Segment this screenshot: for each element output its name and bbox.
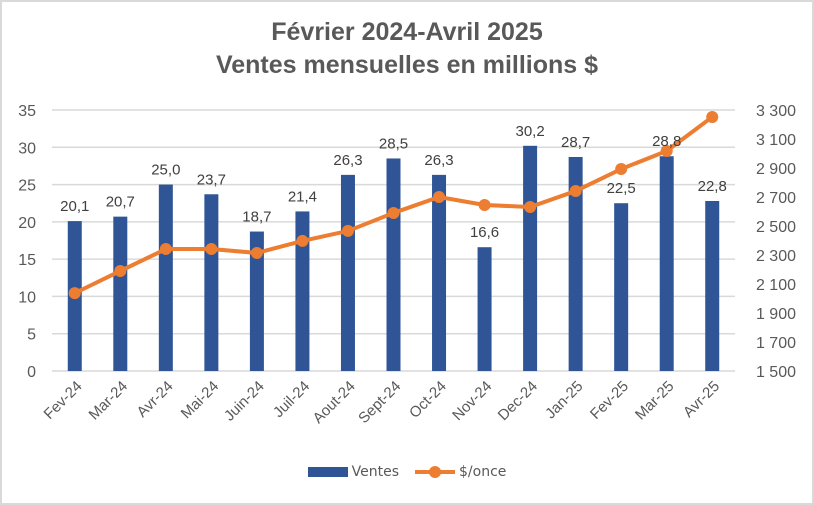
data-label-ventes: 25,0 [151,162,180,179]
y-right-tick-label: 3 300 [756,103,796,120]
marker-price [569,185,582,198]
marker-price [296,234,309,247]
legend: Ventes $/once [2,464,812,480]
x-tick-label: Dec-24 [495,378,541,424]
y-right-tick-label: 1 700 [756,335,796,352]
x-tick-label: Nov-24 [449,378,495,424]
data-label-ventes: 20,7 [106,194,135,211]
marker-price [159,243,172,256]
y-right-tick-label: 2 100 [756,277,796,294]
marker-price [660,145,673,158]
bar-ventes [249,231,264,371]
x-tick-label: Sept-24 [355,378,404,427]
data-label-ventes: 21,4 [288,188,317,205]
marker-price [387,206,400,219]
chart-title-line-1: Février 2024-Avril 2025 [271,18,543,46]
legend-label-price: $/once [459,464,507,480]
marker-price [341,224,354,237]
y-left-tick-label: 5 [27,327,36,344]
marker-price [706,110,719,123]
x-tick-label: Avr-24 [134,378,177,421]
marker-price [478,198,491,211]
y-left-tick-label: 10 [18,289,36,306]
y-right-tick-label: 2 500 [756,219,796,236]
y-left-tick-label: 25 [18,178,36,195]
marker-price [433,191,446,203]
data-label-ventes: 28,5 [379,135,408,152]
x-tick-label: Mar-25 [632,378,678,424]
data-label-ventes: 26,3 [424,152,453,169]
x-tick-label: Juin-24 [221,378,268,425]
y-right-tick-label: 2 900 [756,161,796,178]
y-right-tick-label: 1 500 [756,364,796,381]
x-tick-label: Aout-24 [310,378,359,427]
bar-ventes [386,158,401,371]
y-left-tick-label: 15 [18,252,36,269]
bar-ventes [523,145,538,371]
legend-label-ventes: Ventes [351,464,399,480]
bar-ventes [295,211,310,371]
data-label-ventes: 20,1 [60,198,89,215]
marker-price [114,264,127,277]
y-right-tick-label: 1 900 [756,306,796,323]
data-label-ventes: 16,6 [470,224,499,241]
legend-item-price[interactable]: $/once [415,464,506,480]
bar-ventes [340,174,355,371]
marker-price [250,246,263,259]
x-tick-label: Juil-24 [270,378,313,421]
data-label-ventes: 22,5 [607,180,636,197]
bar-ventes [113,216,128,371]
data-label-ventes: 30,2 [515,123,544,140]
chart-title: Février 2024-Avril 2025 Ventes mensuelle… [2,16,812,82]
bar-ventes [204,194,219,371]
data-label-ventes: 22,8 [698,178,727,195]
data-label-ventes: 18,7 [242,209,271,226]
y-left-tick-label: 30 [18,140,36,157]
data-label-ventes: 28,8 [652,133,681,150]
bar-ventes [705,200,720,371]
bar-ventes [158,184,173,371]
legend-swatch-price [415,466,455,478]
y-left-tick-label: 0 [27,364,36,381]
bar-ventes [568,156,583,371]
marker-price [615,163,628,176]
data-label-ventes: 23,7 [197,171,226,188]
marker-price [68,287,81,300]
y-left-tick-label: 35 [18,103,36,120]
legend-swatch-ventes [307,467,348,477]
x-tick-label: Mar-24 [86,378,132,424]
x-tick-label: Fev-24 [41,378,86,423]
y-left-tick-label: 20 [18,215,36,232]
y-right-tick-label: 2 700 [756,190,796,207]
y-right-tick-label: 3 100 [756,132,796,149]
data-label-ventes: 28,7 [561,134,590,151]
marker-price [205,243,218,256]
x-tick-label: Mai-24 [178,378,222,422]
bar-ventes [477,247,492,371]
bar-ventes [614,203,629,371]
marker-price [524,201,537,214]
x-tick-label: Fev-25 [587,378,632,423]
chart-title-line-2: Ventes mensuelles en millions $ [215,51,599,79]
x-tick-label: Oct-24 [406,378,450,422]
bar-ventes [659,156,674,371]
legend-item-ventes[interactable]: Ventes [307,464,399,480]
bar-ventes [432,174,447,371]
x-tick-label: Avr-25 [680,378,723,421]
data-label-ventes: 26,3 [333,152,362,169]
y-right-tick-label: 2 300 [756,248,796,265]
x-tick-label: Jan-25 [542,378,586,422]
